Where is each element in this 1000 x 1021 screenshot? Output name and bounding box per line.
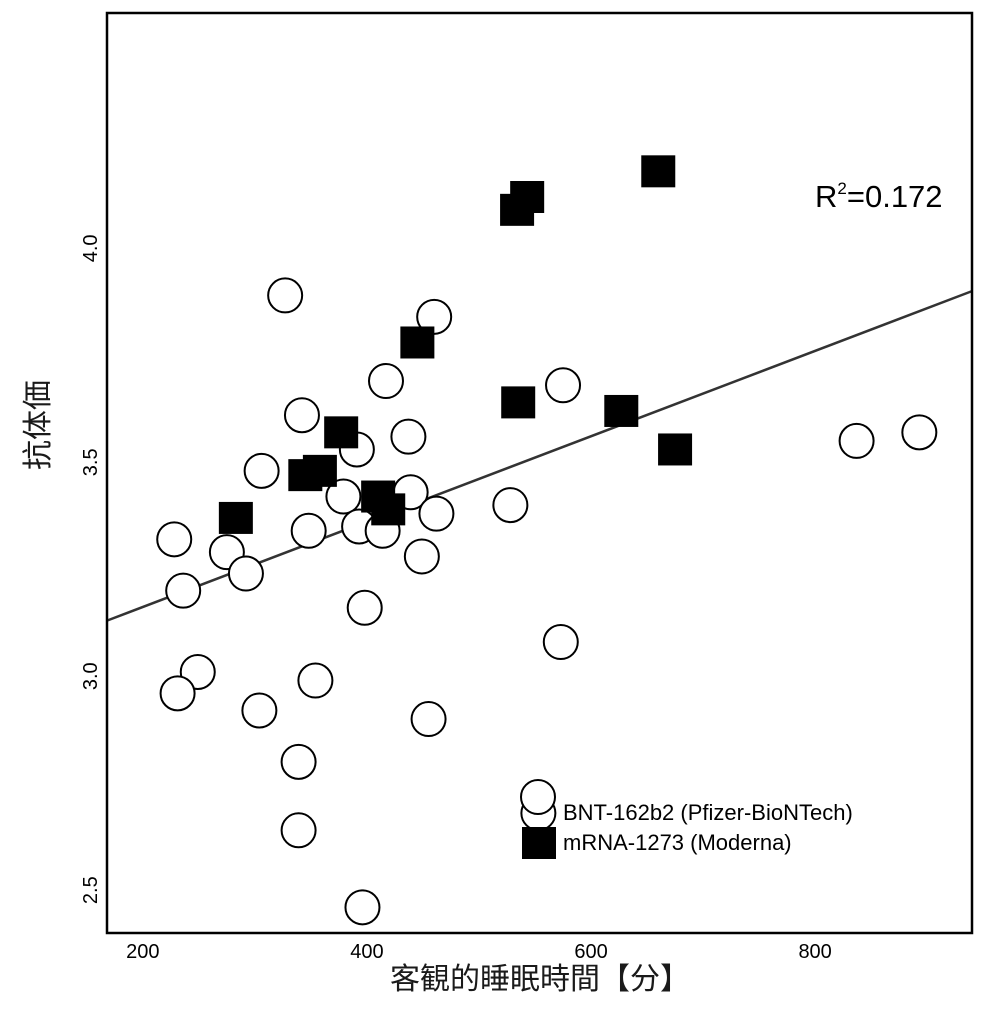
point-moderna xyxy=(641,155,676,188)
point-pfizer xyxy=(542,624,579,661)
point-pfizer xyxy=(156,521,193,558)
x-tick-label: 200 xyxy=(126,941,159,963)
plot-frame xyxy=(105,11,974,935)
y-tick-label: 4.0 xyxy=(80,234,102,262)
point-moderna xyxy=(302,454,337,487)
x-tick-label: 600 xyxy=(574,941,607,963)
point-pfizer xyxy=(159,675,196,712)
point-pfizer xyxy=(838,422,875,459)
point-pfizer xyxy=(241,692,278,729)
plot-marks xyxy=(106,155,973,926)
legend: BNT-162b2 (Pfizer-BioNTech) mRNA-1273 (M… xyxy=(520,779,853,859)
y-tick-label: 3.0 xyxy=(80,662,102,690)
legend-marker-moderna xyxy=(522,827,556,859)
point-moderna xyxy=(500,193,535,226)
point-pfizer xyxy=(297,662,334,699)
y-tick-label: 2.5 xyxy=(80,876,102,904)
point-pfizer xyxy=(346,589,383,626)
point-moderna xyxy=(501,386,536,419)
point-moderna xyxy=(371,493,406,526)
point-moderna xyxy=(658,433,693,466)
point-pfizer xyxy=(290,512,327,549)
point-pfizer xyxy=(410,701,447,738)
point-pfizer xyxy=(901,414,938,451)
y-tick-label: 3.5 xyxy=(80,448,102,476)
r-squared-annotation: R2=0.172 xyxy=(815,179,943,214)
point-pfizer xyxy=(267,277,304,314)
point-pfizer xyxy=(403,538,440,575)
y-tick-labels: 2.5 3.0 3.5 4.0 xyxy=(80,234,102,904)
point-pfizer xyxy=(227,555,264,592)
point-pfizer xyxy=(344,889,381,926)
r-squared-prefix: R xyxy=(815,179,837,214)
point-pfizer xyxy=(545,367,582,404)
legend-label-pfizer: BNT-162b2 (Pfizer-BioNTech) xyxy=(563,800,853,825)
point-moderna xyxy=(324,416,359,449)
point-pfizer xyxy=(325,478,362,515)
point-pfizer xyxy=(390,418,427,455)
point-pfizer xyxy=(280,743,317,780)
point-pfizer xyxy=(418,495,455,532)
x-tick-label: 400 xyxy=(350,941,383,963)
legend-marker-pfizer xyxy=(520,779,556,815)
x-tick-label: 800 xyxy=(798,941,831,963)
point-moderna xyxy=(400,326,435,359)
point-pfizer xyxy=(367,363,404,399)
r-squared-value: =0.172 xyxy=(847,179,943,214)
point-moderna xyxy=(218,501,253,534)
point-pfizer xyxy=(165,572,202,609)
point-pfizer xyxy=(280,812,317,849)
legend-label-moderna: mRNA-1273 (Moderna) xyxy=(563,830,792,855)
r-squared-superscript: 2 xyxy=(837,179,846,198)
y-axis-label: 抗体価 xyxy=(21,380,56,470)
x-tick-labels: 200 400 600 800 xyxy=(126,941,832,963)
point-pfizer xyxy=(283,397,320,434)
point-moderna xyxy=(604,394,639,427)
point-pfizer xyxy=(492,487,529,524)
x-axis-label: 客観的睡眠時間【分】 xyxy=(390,962,690,997)
point-pfizer xyxy=(243,452,280,489)
